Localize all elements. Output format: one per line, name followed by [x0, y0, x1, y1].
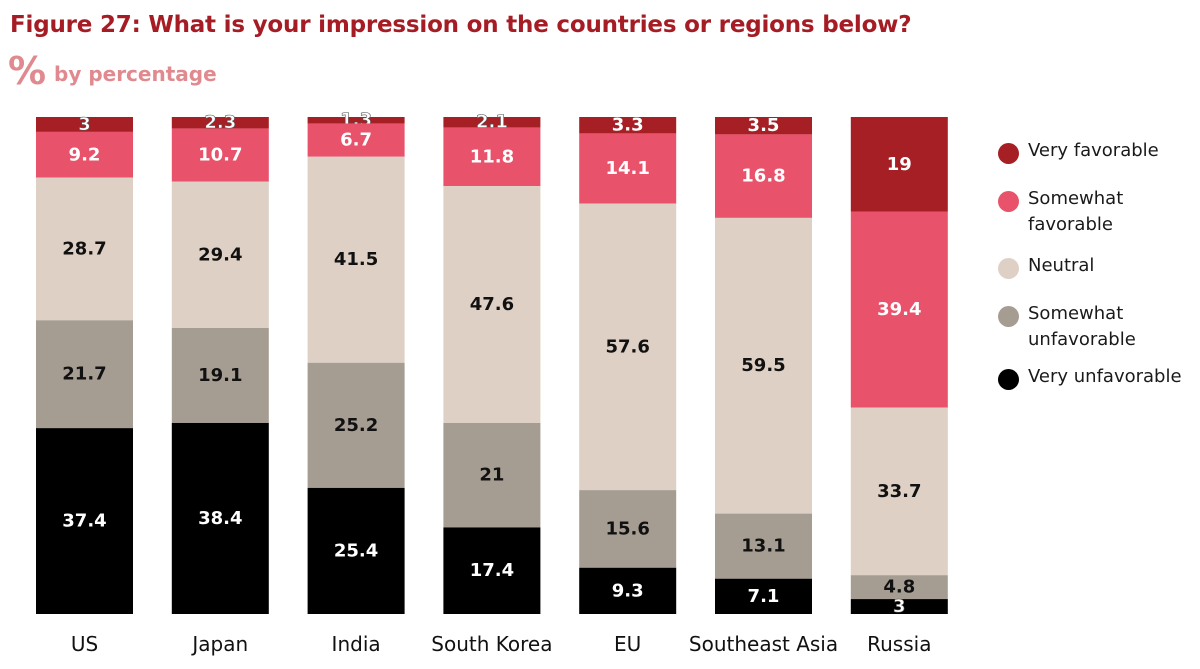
bar-southeast-asia-very-unfavorable	[715, 578, 812, 614]
x-tick-label-russia: Russia	[867, 632, 931, 656]
stacked-bar-chart: 3 9.2 28.7 21.7 37.4 US 2.3 10.7 29.4 19.1 38.4 Jap…	[36, 109, 948, 656]
data-label-south-korea-very-unfavorable: 17.4	[470, 560, 514, 581]
bar-southeast-asia-somewhat-unfavorable	[715, 513, 812, 579]
legend-swatch	[998, 306, 1019, 327]
bar-south-korea-somewhat-unfavorable	[443, 422, 541, 528]
data-label-south-korea-neutral: 47.6	[470, 294, 514, 315]
x-tick-label-us: US	[71, 632, 98, 656]
legend-label: Very favorable	[1028, 140, 1159, 161]
bar-russia-very-favorable	[850, 117, 948, 212]
bar-india-somewhat-unfavorable	[307, 362, 405, 488]
data-label-india-somewhat-unfavorable: 25.2	[334, 415, 378, 436]
x-tick-label-southeast-asia: Southeast Asia	[689, 632, 838, 656]
bar-us-very-favorable	[36, 117, 133, 132]
data-label-russia-somewhat-favorable: 39.4	[877, 299, 921, 320]
data-label-eu-very-favorable: 3.3	[612, 115, 644, 136]
data-label-southeast-asia-somewhat-unfavorable: 13.1	[741, 536, 785, 557]
bar-india-very-favorable	[307, 117, 405, 124]
bar-us-somewhat-favorable	[36, 131, 133, 178]
data-label-eu-very-unfavorable: 9.3	[612, 580, 644, 601]
data-label-us-neutral: 28.7	[62, 238, 106, 259]
bar-eu-very-favorable	[579, 117, 677, 134]
data-label-india-very-unfavorable: 25.4	[334, 540, 378, 561]
legend-swatch	[998, 191, 1019, 212]
bar-eu-neutral	[579, 203, 677, 491]
bar-russia-somewhat-favorable	[850, 211, 948, 408]
data-label-russia-somewhat-unfavorable: 4.8	[883, 577, 915, 598]
bar-south-korea-very-favorable	[443, 117, 541, 128]
bar-russia-neutral	[850, 407, 948, 576]
bar-southeast-asia-somewhat-favorable	[715, 134, 812, 218]
legend-swatch	[998, 143, 1019, 164]
bar-us-very-unfavorable	[36, 428, 133, 614]
bar-southeast-asia-neutral	[715, 217, 812, 514]
data-label-russia-neutral: 33.7	[877, 481, 921, 502]
data-label-japan-somewhat-unfavorable: 19.1	[198, 365, 242, 386]
bar-south-korea-neutral	[443, 186, 541, 423]
data-label-eu-somewhat-unfavorable: 15.6	[605, 518, 649, 539]
bar-india-neutral	[307, 156, 405, 363]
percent-icon: %	[8, 49, 47, 93]
chart-title: Figure 27: What is your impression on th…	[10, 12, 912, 38]
x-tick-label-japan: Japan	[190, 632, 248, 656]
data-label-southeast-asia-very-unfavorable: 7.1	[748, 586, 780, 607]
bar-japan-neutral	[171, 181, 269, 328]
bar-japan-somewhat-unfavorable	[171, 327, 269, 423]
bar-india-somewhat-favorable	[307, 123, 405, 157]
data-label-southeast-asia-neutral: 59.5	[741, 355, 785, 376]
bar-eu-somewhat-unfavorable	[579, 490, 677, 568]
x-tick-label-india: India	[332, 632, 381, 656]
bar-japan-somewhat-favorable	[171, 128, 269, 182]
data-label-southeast-asia-very-favorable: 3.5	[748, 115, 780, 136]
bar-eu-very-unfavorable	[579, 567, 677, 614]
legend-label: Neutral	[1028, 255, 1095, 276]
data-label-us-very-unfavorable: 37.4	[62, 511, 106, 532]
x-tick-label-eu: EU	[614, 632, 641, 656]
legend-swatch	[998, 258, 1019, 279]
bar-japan-very-unfavorable	[171, 422, 269, 614]
chart-subtitle: by percentage	[54, 62, 217, 86]
data-label-japan-very-unfavorable: 38.4	[198, 508, 242, 529]
bar-japan-very-favorable	[171, 117, 269, 129]
data-label-us-somewhat-favorable: 9.2	[69, 144, 101, 165]
data-label-eu-neutral: 57.6	[605, 336, 649, 357]
data-label-japan-somewhat-favorable: 10.7	[198, 145, 242, 166]
data-label-us-somewhat-unfavorable: 21.7	[62, 364, 106, 385]
bar-southeast-asia-very-favorable	[715, 117, 812, 135]
data-label-eu-somewhat-favorable: 14.1	[605, 158, 649, 179]
legend-label: Somewhat unfavorable	[1028, 303, 1136, 350]
data-label-japan-very-favorable: 2.3	[204, 112, 236, 133]
legend-label: Somewhat favorable	[1028, 188, 1124, 235]
bar-russia-very-unfavorable	[850, 599, 948, 614]
data-label-russia-very-favorable: 19	[887, 154, 912, 175]
data-label-russia-very-unfavorable: 3	[893, 596, 906, 617]
data-label-south-korea-somewhat-favorable: 11.8	[470, 146, 514, 167]
data-label-south-korea-somewhat-unfavorable: 21	[479, 465, 504, 486]
x-tick-label-south-korea: South Korea	[431, 632, 552, 656]
bar-eu-somewhat-favorable	[579, 133, 677, 204]
data-label-india-neutral: 41.5	[334, 249, 378, 270]
data-label-us-very-favorable: 3	[78, 114, 91, 135]
bar-india-very-unfavorable	[307, 487, 405, 614]
bar-south-korea-somewhat-favorable	[443, 127, 541, 187]
bar-us-neutral	[36, 177, 133, 321]
data-label-southeast-asia-somewhat-favorable: 16.8	[741, 166, 785, 187]
bar-south-korea-very-unfavorable	[443, 527, 541, 614]
bar-russia-somewhat-unfavorable	[850, 575, 948, 600]
data-label-japan-neutral: 29.4	[198, 244, 242, 265]
legend-swatch	[998, 369, 1019, 390]
bar-us-somewhat-unfavorable	[36, 320, 133, 429]
legend-label: Very unfavorable	[1028, 366, 1182, 387]
data-label-india-somewhat-favorable: 6.7	[340, 130, 372, 151]
